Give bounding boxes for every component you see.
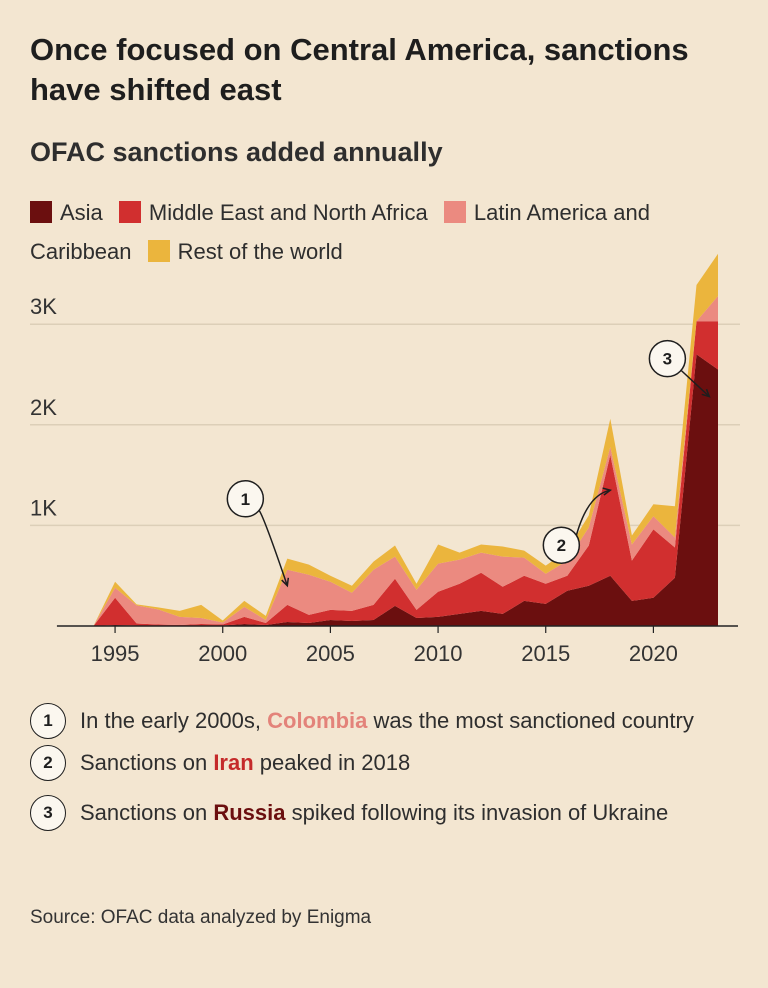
- note-2-after: peaked in 2018: [253, 750, 411, 775]
- legend-item-latin-america: Latin America and Caribbean: [30, 200, 650, 264]
- y-tick-label: 3K: [30, 294, 57, 319]
- area-series-asia: [72, 354, 718, 626]
- note-3-after: spiked following its invasion of Ukraine: [285, 800, 669, 825]
- callout-circle: [542, 526, 581, 564]
- note-3: 3 Sanctions on Russia spiked following i…: [30, 795, 750, 831]
- callout-number: 2: [557, 536, 566, 555]
- note-2: 2 Sanctions on Iran peaked in 2018: [30, 745, 750, 781]
- x-tick-label: 2020: [629, 641, 678, 666]
- axis-layer: 1K 2K 3K 1995 2000 2005 2010 2015 2020: [30, 294, 738, 666]
- y-tick-label: 1K: [30, 495, 57, 520]
- area-layer: [72, 253, 718, 627]
- area-series-rest-of-the-world: [72, 253, 718, 627]
- callout-arrow: [680, 370, 710, 398]
- callout-arrow: [258, 510, 289, 587]
- x-tick-label: 1995: [91, 641, 140, 666]
- legend-item-mena: Middle East and North Africa: [118, 200, 428, 225]
- note-badge-2: 2: [30, 745, 66, 781]
- annotation-notes: 1 In the early 2000s, Colombia was the m…: [30, 703, 750, 831]
- legend-label-rest-of-world: Rest of the world: [177, 239, 343, 264]
- legend-label-latin-america: Latin America and Caribbean: [30, 200, 650, 264]
- page-title: Once focused on Central America, sanctio…: [30, 32, 689, 107]
- note-3-highlight: Russia: [213, 800, 286, 825]
- callout-number: 1: [241, 490, 250, 509]
- callout-3: 3: [648, 339, 711, 398]
- area-series-middle-east-and-north-africa: [72, 321, 718, 626]
- x-tick-label: 2005: [306, 641, 355, 666]
- callout-number: 3: [663, 350, 672, 369]
- note-3-before: Sanctions on: [80, 800, 214, 825]
- note-1-before: In the early 2000s,: [80, 708, 268, 733]
- legend-swatch-latin-america: [443, 201, 466, 223]
- callout-1: 1: [226, 480, 290, 588]
- legend-item-asia: Asia: [30, 200, 103, 225]
- legend-label-mena: Middle East and North Africa: [148, 200, 428, 225]
- annotation-layer: 1 2 3: [226, 339, 711, 588]
- callout-arrowhead: [281, 577, 290, 588]
- note-badge-1: 1: [30, 703, 66, 739]
- note-1-highlight: Colombia: [267, 708, 368, 733]
- legend-swatch-asia: [30, 201, 52, 223]
- callout-circle: [226, 480, 265, 518]
- source-note: Source: OFAC data analyzed by Enigma: [30, 907, 372, 928]
- legend-swatch-mena: [118, 201, 141, 223]
- callout-arrowhead: [602, 487, 613, 496]
- legend-item-rest-of-world: Rest of the world: [147, 239, 343, 264]
- x-tick-label: 2015: [521, 641, 570, 666]
- x-tick-label: 2000: [198, 641, 247, 666]
- callout-arrow: [574, 489, 611, 540]
- callout-circle: [648, 339, 687, 378]
- note-1: 1 In the early 2000s, Colombia was the m…: [30, 703, 750, 739]
- callout-2: 2: [542, 487, 613, 564]
- legend-swatch-rest-of-world: [147, 240, 170, 262]
- x-tick-label: 2010: [414, 641, 463, 666]
- callout-arrowhead: [701, 388, 711, 398]
- legend-label-asia: Asia: [60, 200, 103, 225]
- note-1-after: was the most sanctioned country: [367, 708, 694, 733]
- y-tick-label: 2K: [30, 395, 57, 420]
- note-badge-3: 3: [30, 795, 66, 831]
- legend: Asia Middle East and North Africa Latin …: [30, 193, 740, 271]
- area-series-latin-america-and-caribbean: [72, 296, 718, 626]
- note-2-highlight: Iran: [213, 750, 254, 775]
- note-2-before: Sanctions on: [80, 750, 214, 775]
- stacked-area-chart: 1K 2K 3K 1995 2000 2005 2010 2015 2020 1 2 3: [30, 253, 740, 666]
- chart-subtitle: OFAC sanctions added annually: [30, 137, 443, 167]
- grid-layer: [30, 323, 740, 527]
